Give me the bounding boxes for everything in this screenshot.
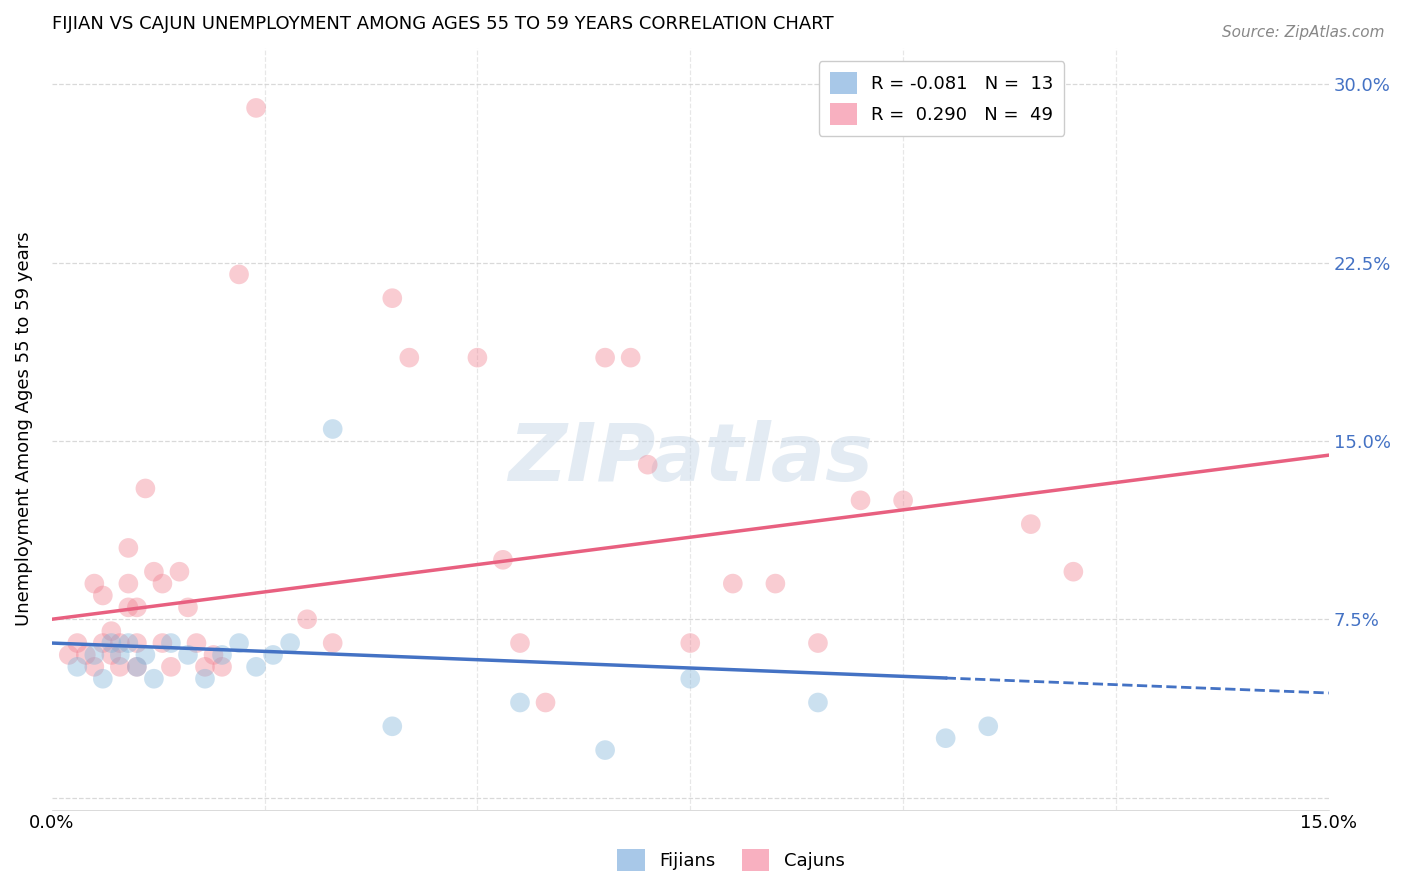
Legend: Fijians, Cajuns: Fijians, Cajuns	[610, 842, 852, 879]
Point	[152, 636, 174, 650]
Point	[83, 660, 105, 674]
Point	[679, 636, 702, 650]
Point	[467, 351, 489, 365]
Point	[534, 696, 557, 710]
Text: Source: ZipAtlas.com: Source: ZipAtlas.com	[1222, 25, 1385, 40]
Point	[117, 541, 139, 555]
Point	[381, 291, 404, 305]
Point	[83, 576, 105, 591]
Point	[108, 660, 131, 674]
Point	[160, 636, 183, 650]
Point	[117, 576, 139, 591]
Point	[1062, 565, 1084, 579]
Point	[91, 672, 114, 686]
Point	[91, 589, 114, 603]
Point	[117, 636, 139, 650]
Point	[100, 648, 122, 662]
Point	[177, 648, 200, 662]
Point	[100, 624, 122, 639]
Point	[763, 576, 786, 591]
Text: FIJIAN VS CAJUN UNEMPLOYMENT AMONG AGES 55 TO 59 YEARS CORRELATION CHART: FIJIAN VS CAJUN UNEMPLOYMENT AMONG AGES …	[52, 15, 834, 33]
Point	[1019, 517, 1042, 532]
Point	[91, 636, 114, 650]
Point	[66, 636, 89, 650]
Point	[593, 351, 616, 365]
Point	[108, 636, 131, 650]
Point	[66, 660, 89, 674]
Point	[117, 600, 139, 615]
Point	[849, 493, 872, 508]
Point	[637, 458, 659, 472]
Point	[194, 672, 217, 686]
Point	[142, 672, 165, 686]
Text: ZIPatlas: ZIPatlas	[508, 420, 873, 499]
Point	[228, 636, 250, 650]
Point	[891, 493, 914, 508]
Point	[245, 101, 267, 115]
Point	[211, 660, 233, 674]
Point	[202, 648, 225, 662]
Point	[142, 565, 165, 579]
Point	[100, 636, 122, 650]
Y-axis label: Unemployment Among Ages 55 to 59 years: Unemployment Among Ages 55 to 59 years	[15, 232, 32, 626]
Point	[262, 648, 284, 662]
Legend: R = -0.081   N =  13, R =  0.290   N =  49: R = -0.081 N = 13, R = 0.290 N = 49	[818, 62, 1064, 136]
Point	[160, 660, 183, 674]
Point	[679, 672, 702, 686]
Point	[211, 648, 233, 662]
Point	[134, 482, 156, 496]
Point	[322, 422, 344, 436]
Point	[194, 660, 217, 674]
Point	[593, 743, 616, 757]
Point	[169, 565, 191, 579]
Point	[152, 576, 174, 591]
Point	[58, 648, 80, 662]
Point	[186, 636, 208, 650]
Point	[381, 719, 404, 733]
Point	[125, 660, 148, 674]
Point	[807, 636, 830, 650]
Point	[75, 648, 97, 662]
Point	[807, 696, 830, 710]
Point	[125, 636, 148, 650]
Point	[108, 648, 131, 662]
Point	[509, 636, 531, 650]
Point	[935, 731, 957, 746]
Point	[509, 696, 531, 710]
Point	[398, 351, 420, 365]
Point	[295, 612, 318, 626]
Point	[177, 600, 200, 615]
Point	[620, 351, 643, 365]
Point	[83, 648, 105, 662]
Point	[228, 268, 250, 282]
Point	[245, 660, 267, 674]
Point	[278, 636, 301, 650]
Point	[125, 600, 148, 615]
Point	[125, 660, 148, 674]
Point	[134, 648, 156, 662]
Point	[322, 636, 344, 650]
Point	[977, 719, 1000, 733]
Point	[492, 553, 515, 567]
Point	[721, 576, 744, 591]
